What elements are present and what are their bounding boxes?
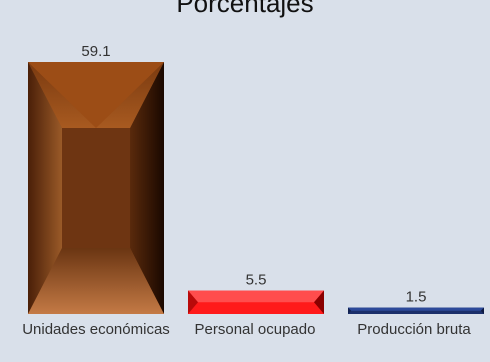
category-label-0: Unidades económicas [22,321,170,338]
value-label-1: 5.5 [246,272,267,289]
category-label-2: Producción bruta [357,321,471,338]
chart-title: Porcentajes [176,0,314,18]
bar-1 [188,290,324,314]
bar-0 [28,62,164,314]
category-label-1: Personal ocupado [194,321,316,338]
value-label-0: 59.1 [81,43,110,60]
value-label-2: 1.5 [406,289,427,306]
bar-2 [348,307,484,314]
